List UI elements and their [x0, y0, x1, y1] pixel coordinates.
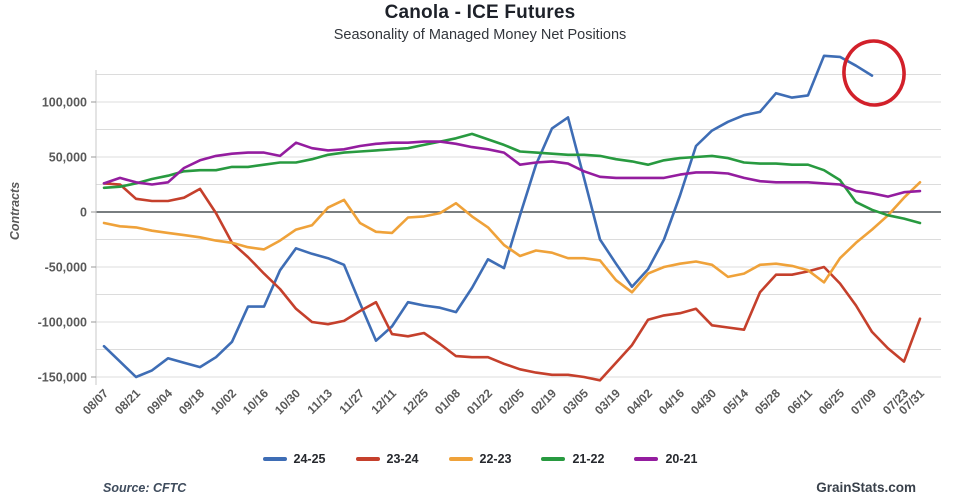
legend-item-23-24: 23-24 [355, 452, 419, 466]
legend-label: 23-24 [386, 452, 419, 466]
x-tick-label: 06/25 [816, 386, 847, 417]
series-line-24-25 [102, 54, 874, 379]
x-tick-label: 03/19 [592, 386, 623, 417]
x-tick-label: 11/27 [336, 386, 367, 417]
x-tick-label: 12/25 [400, 386, 431, 417]
y-tick-label: -50,000 [45, 261, 87, 275]
x-tick-label: 10/16 [240, 386, 271, 417]
legend-label: 24-25 [293, 452, 326, 466]
legend-swatch-icon [541, 457, 566, 461]
legend-swatch-icon [448, 457, 473, 461]
x-tick-label: 02/19 [528, 386, 559, 417]
y-tick-label: 50,000 [49, 151, 87, 165]
x-tick-label: 12/11 [368, 386, 399, 417]
x-tick-label: 04/30 [688, 386, 719, 417]
series-line-20-21 [102, 140, 922, 198]
series-line-21-22 [102, 132, 922, 225]
x-tick-label: 05/28 [752, 386, 783, 417]
x-tick-label: 02/05 [496, 386, 527, 417]
legend-label: 21-22 [572, 452, 605, 466]
x-tick-label: 09/04 [144, 386, 175, 417]
legend-swatch-icon [634, 457, 659, 461]
legend-item-21-22: 21-22 [541, 452, 604, 466]
y-tick-label: -100,000 [38, 316, 87, 330]
x-tick-label: 04/16 [656, 386, 687, 417]
x-tick-label: 01/22 [464, 386, 495, 417]
legend-label: 20-21 [665, 452, 698, 466]
x-tick-label: 10/02 [208, 386, 239, 417]
x-tick-label: 08/21 [112, 386, 143, 417]
footer-brand: GrainStats.com [816, 480, 916, 495]
highlight-circle-annotation [842, 39, 906, 107]
legend-item-22-23: 22-23 [448, 452, 512, 466]
x-tick-label: 09/18 [176, 386, 207, 417]
y-tick-label: 0 [80, 206, 87, 220]
series-line-23-24 [102, 182, 922, 382]
x-tick-label: 01/08 [432, 386, 463, 417]
legend-item-24-25: 24-25 [262, 452, 326, 466]
x-tick-label: 11/13 [304, 386, 335, 417]
legend-swatch-icon [262, 457, 287, 461]
x-tick-label: 10/30 [272, 386, 303, 417]
chart-legend: 24-25 23-24 22-23 21-22 20-21 [0, 452, 960, 466]
x-tick-label: 05/14 [720, 386, 751, 417]
footer-source: Source: CFTC [103, 481, 187, 495]
series-line-22-23 [102, 181, 922, 294]
x-tick-label: 04/02 [624, 386, 655, 417]
y-tick-label: 100,000 [42, 96, 87, 110]
x-tick-label: 08/07 [80, 386, 111, 417]
x-tick-label: 06/11 [784, 386, 815, 417]
x-tick-label: 03/05 [560, 386, 591, 417]
legend-label: 22-23 [479, 452, 512, 466]
chart-subtitle: Seasonality of Managed Money Net Positio… [333, 27, 627, 43]
x-tick-label: 07/09 [848, 386, 879, 417]
y-tick-label: -150,000 [38, 371, 87, 385]
legend-swatch-icon [355, 457, 380, 461]
chart-title: Canola - ICE Futures [384, 2, 576, 23]
legend-item-20-21: 20-21 [634, 452, 697, 466]
